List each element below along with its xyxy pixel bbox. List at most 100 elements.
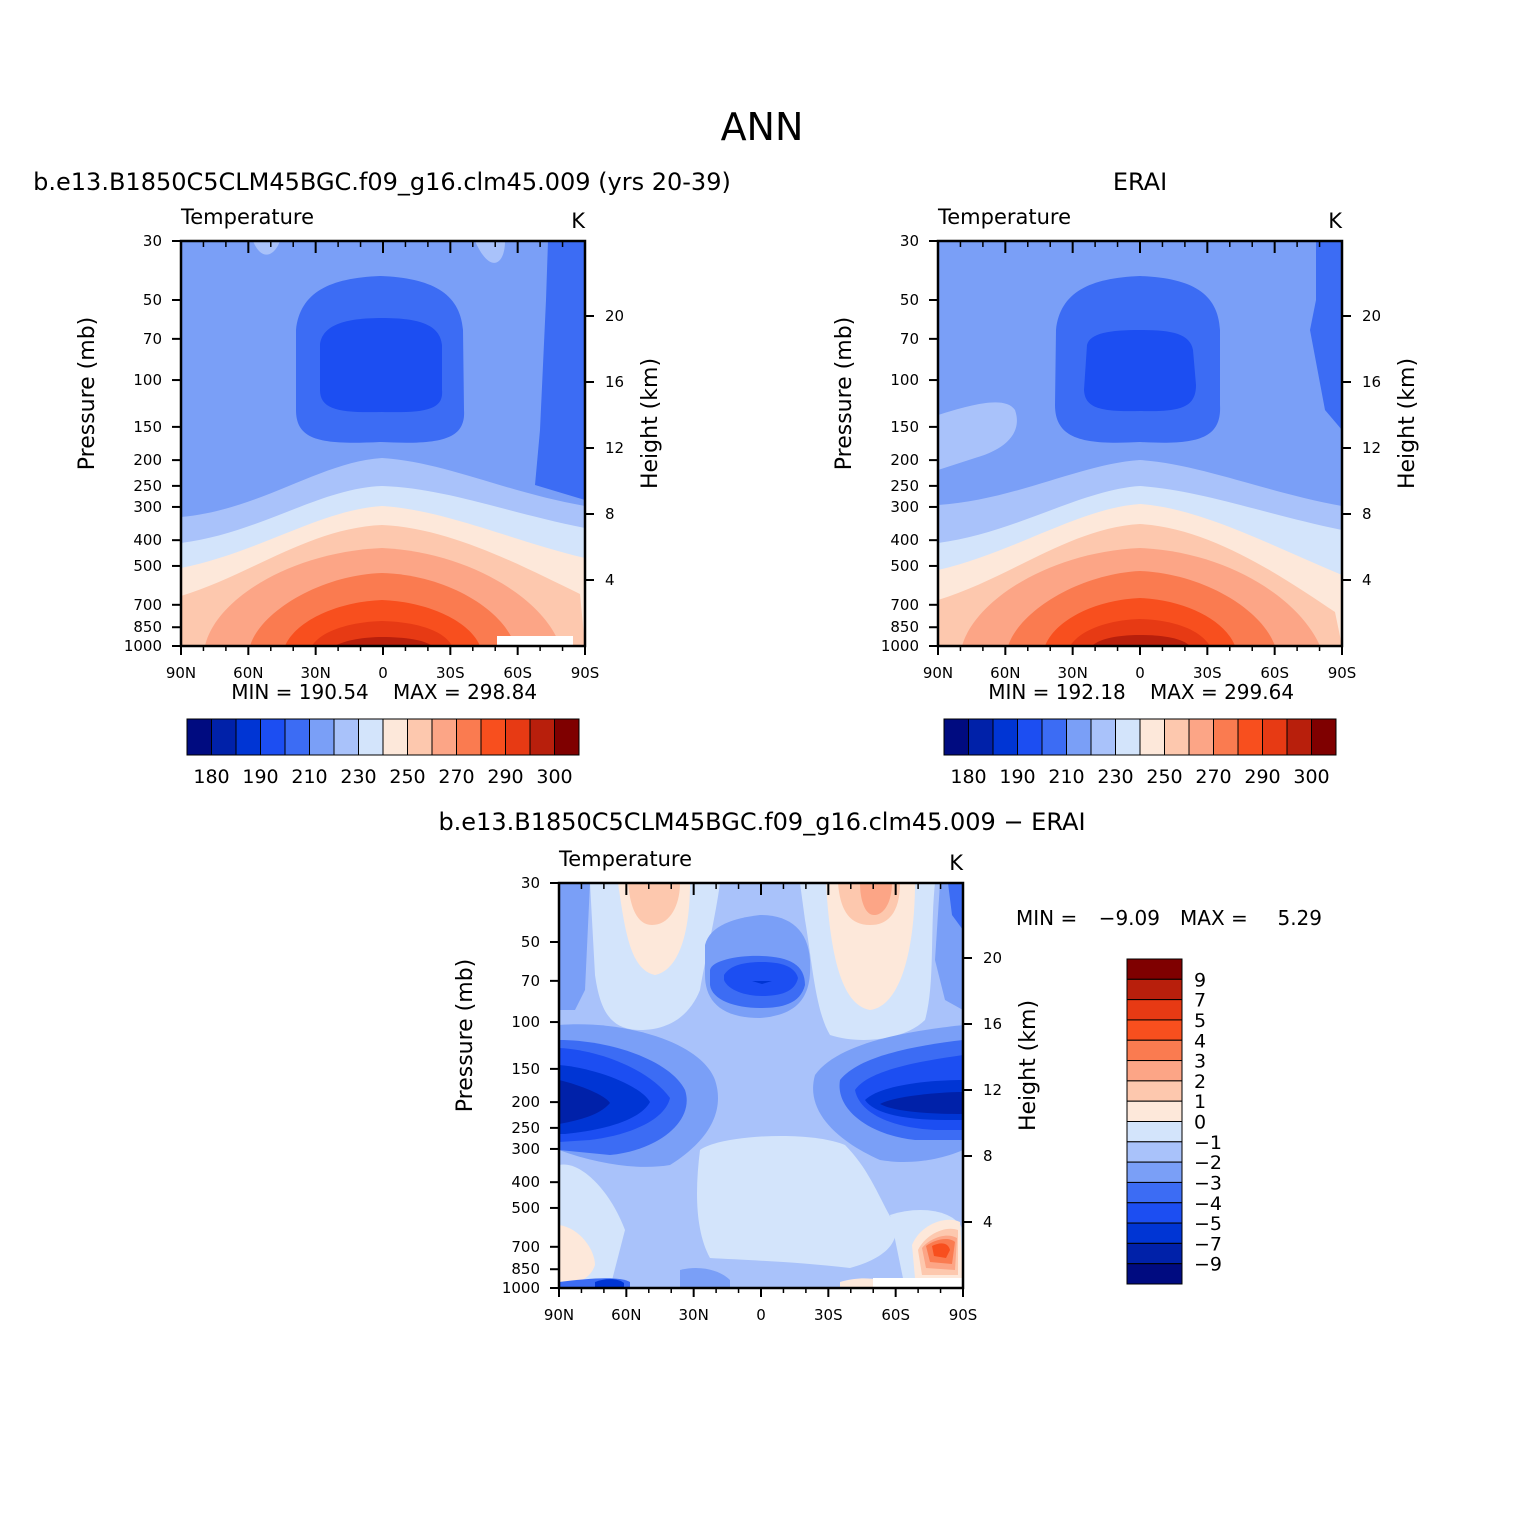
colorbar-swatch bbox=[1090, 718, 1116, 756]
latitude-tick-label: 0 bbox=[378, 664, 388, 682]
latitude-tick-label: 30N bbox=[1058, 664, 1088, 682]
colorbar-label: 290 bbox=[1244, 766, 1280, 788]
pressure-tick-label: 50 bbox=[900, 291, 919, 309]
colorbar-swatch bbox=[1126, 1121, 1183, 1143]
pressure-tick-label: 300 bbox=[890, 498, 919, 516]
colorbar-label: 270 bbox=[1195, 766, 1231, 788]
colorbar-swatch bbox=[480, 718, 506, 756]
pressure-tick-label: 100 bbox=[890, 371, 919, 389]
panel-model-variable-label: Temperature bbox=[180, 205, 314, 229]
contour-band-minus2-north-edge bbox=[559, 883, 590, 1010]
contour-band-295 bbox=[312, 621, 452, 646]
colorbar-swatch bbox=[1164, 718, 1190, 756]
panel-model-title: b.e13.B1850C5CLM45BGC.f09_g16.clm45.009 … bbox=[33, 168, 731, 196]
pressure-tick-label: 1000 bbox=[502, 1279, 540, 1297]
height-tick-label: 8 bbox=[605, 505, 615, 523]
latitude-tick-label: 30S bbox=[814, 1306, 843, 1324]
pressure-tick-label: 70 bbox=[521, 972, 540, 990]
colorbar-swatch bbox=[554, 718, 580, 756]
colorbar-swatch bbox=[1115, 718, 1141, 756]
pressure-tick-label: 70 bbox=[900, 330, 919, 348]
panel-erai-colorbar: 180 190 210 230 250 270 290 300 bbox=[943, 718, 1337, 788]
colorbar-label: 250 bbox=[389, 766, 425, 788]
pressure-axis-title: Pressure (mb) bbox=[75, 317, 100, 471]
figure-title: ANN bbox=[721, 105, 804, 149]
height-tick-label: 4 bbox=[983, 1213, 993, 1231]
colorbar-swatch bbox=[1126, 958, 1183, 980]
latitude-tick-label: 90N bbox=[923, 664, 953, 682]
pressure-tick-label: 150 bbox=[133, 418, 162, 436]
panel-erai-axes: 305070100150200250300400500700850100090N… bbox=[832, 232, 1420, 682]
pressure-tick-label: 400 bbox=[511, 1173, 540, 1191]
contour-band-298 bbox=[1092, 635, 1190, 646]
height-tick-label: 16 bbox=[983, 1015, 1002, 1033]
colorbar-swatch bbox=[309, 718, 335, 756]
contour-band-minus3-south-edge bbox=[948, 883, 963, 930]
pressure-tick-label: 1000 bbox=[124, 637, 162, 655]
missing-data-region bbox=[873, 1278, 963, 1288]
panel-difference-units-label: K bbox=[949, 851, 964, 875]
colorbar-swatch bbox=[1126, 1060, 1183, 1082]
pressure-tick-label: 100 bbox=[511, 1013, 540, 1031]
panel-erai-max-label: MAX = 299.64 bbox=[1150, 680, 1294, 704]
colorbar-label: −1 bbox=[1194, 1132, 1222, 1154]
latitude-tick-label: 90S bbox=[1328, 664, 1357, 682]
latitude-tick-label: 30S bbox=[1193, 664, 1222, 682]
height-tick-label: 12 bbox=[983, 1081, 1002, 1099]
panel-erai: ERAI Temperature K 305070100150200250300… bbox=[832, 168, 1420, 788]
pressure-tick-label: 50 bbox=[521, 933, 540, 951]
colorbar-swatch bbox=[333, 718, 359, 756]
colorbar-label: 4 bbox=[1194, 1030, 1206, 1052]
missing-data-region bbox=[497, 636, 573, 646]
colorbar-swatch bbox=[284, 718, 310, 756]
colorbar-swatch bbox=[1213, 718, 1239, 756]
contour-band-210-south bbox=[1310, 241, 1342, 430]
pressure-tick-label: 200 bbox=[511, 1093, 540, 1111]
height-axis-title: Height (km) bbox=[638, 358, 663, 489]
latitude-tick-label: 60S bbox=[1260, 664, 1289, 682]
colorbar-swatch bbox=[1126, 978, 1183, 1001]
pressure-tick-label: 1000 bbox=[881, 637, 919, 655]
latitude-tick-label: 90N bbox=[544, 1306, 574, 1324]
contour-band-230-small bbox=[253, 241, 280, 255]
colorbar-label: 210 bbox=[1048, 766, 1084, 788]
colorbar-label: 7 bbox=[1194, 990, 1206, 1012]
pressure-tick-label: 500 bbox=[890, 557, 919, 575]
colorbar-swatch bbox=[1126, 1039, 1183, 1062]
contour-band-210-south bbox=[535, 241, 585, 500]
colorbar-label: 270 bbox=[438, 766, 474, 788]
colorbar-swatch bbox=[211, 718, 237, 756]
panel-model-units-label: K bbox=[571, 209, 586, 233]
colorbar-swatch bbox=[431, 718, 457, 756]
colorbar-swatch bbox=[1286, 718, 1312, 756]
colorbar-swatch bbox=[407, 718, 433, 756]
panel-erai-contours bbox=[938, 241, 1342, 646]
colorbar-label: 290 bbox=[487, 766, 523, 788]
colorbar-swatch bbox=[382, 718, 408, 756]
height-tick-label: 8 bbox=[1362, 505, 1372, 523]
colorbar-swatch bbox=[1126, 1141, 1183, 1163]
colorbar-swatch bbox=[1126, 1202, 1183, 1224]
pressure-tick-label: 500 bbox=[133, 557, 162, 575]
pressure-tick-label: 400 bbox=[890, 531, 919, 549]
colorbar-swatch bbox=[1126, 1222, 1183, 1244]
pressure-tick-label: 250 bbox=[890, 477, 919, 495]
contour-band-minus2-surface bbox=[680, 1268, 730, 1288]
contour-band-minus7-north bbox=[559, 1080, 610, 1124]
colorbar-label: −7 bbox=[1194, 1233, 1222, 1255]
pressure-tick-label: 850 bbox=[890, 618, 919, 636]
colorbar-swatch bbox=[1139, 718, 1165, 756]
latitude-tick-label: 90S bbox=[949, 1306, 978, 1324]
panel-difference-max-value: 5.29 bbox=[1277, 906, 1322, 930]
colorbar-swatch bbox=[186, 718, 212, 756]
colorbar-swatch bbox=[1041, 718, 1067, 756]
contour-band-1-north-lower bbox=[559, 1225, 595, 1285]
panel-model-max-label: MAX = 298.84 bbox=[393, 680, 537, 704]
colorbar-label: −4 bbox=[1194, 1193, 1222, 1215]
colorbar-label: −2 bbox=[1194, 1152, 1222, 1174]
colorbar-swatch bbox=[1126, 1161, 1183, 1183]
panel-difference: b.e13.B1850C5CLM45BGC.f09_g16.clm45.009 … bbox=[438, 808, 1322, 1324]
panel-model: b.e13.B1850C5CLM45BGC.f09_g16.clm45.009 … bbox=[33, 168, 731, 788]
colorbar-swatch bbox=[260, 718, 286, 756]
